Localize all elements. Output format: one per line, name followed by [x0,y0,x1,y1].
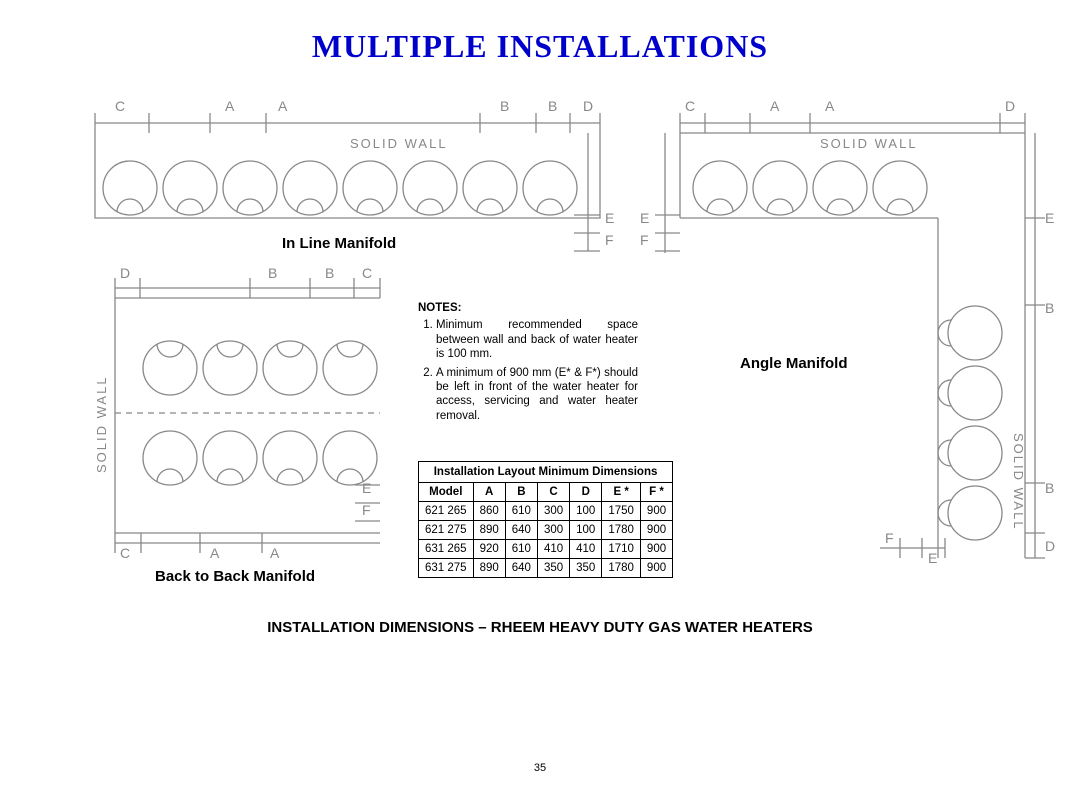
dimensions-table: Installation Layout Minimum Dimensions M… [418,461,673,578]
svg-text:A: A [270,545,280,561]
col-b: B [505,483,537,502]
svg-text:B: B [1045,480,1054,496]
svg-text:SOLID WALL: SOLID WALL [1011,433,1026,531]
col-e: E * [602,483,641,502]
table-row: 621 2658606103001001750900 [419,502,673,521]
col-c: C [537,483,569,502]
svg-text:SOLID WALL: SOLID WALL [820,136,918,151]
note-2: A minimum of 900 mm (E* & F*) should be … [436,366,638,424]
svg-text:B: B [325,265,334,281]
svg-text:B: B [500,98,509,114]
svg-text:A: A [225,98,235,114]
page-number: 35 [0,762,1080,774]
diagram-area: C A A B B D E F D B B C C A A E F C A A … [0,73,1080,613]
bottom-heading: INSTALLATION DIMENSIONS – RHEEM HEAVY DU… [0,619,1080,636]
caption-inline: In Line Manifold [282,235,396,252]
notes-heading: NOTES: [418,301,638,315]
col-a: A [473,483,505,502]
svg-text:F: F [605,232,614,248]
table-row: 621 2758906403001001780900 [419,521,673,540]
svg-text:D: D [1005,98,1015,114]
svg-text:E: E [640,210,649,226]
svg-text:D: D [583,98,593,114]
svg-text:B: B [1045,300,1054,316]
svg-text:SOLID WALL: SOLID WALL [350,136,448,151]
svg-text:C: C [685,98,695,114]
table-row: 631 2659206104104101710900 [419,540,673,559]
col-d: D [570,483,602,502]
svg-text:E: E [1045,210,1054,226]
page-title: MULTIPLE INSTALLATIONS [0,28,1080,65]
svg-text:E: E [362,480,371,496]
caption-angle: Angle Manifold [740,355,848,372]
svg-text:C: C [362,265,372,281]
svg-text:C: C [120,545,130,561]
notes-block: NOTES: Minimum recommended space between… [418,301,638,427]
svg-text:D: D [1045,538,1055,554]
svg-text:E: E [605,210,614,226]
svg-text:A: A [770,98,780,114]
svg-text:F: F [885,530,894,546]
table-title: Installation Layout Minimum Dimensions [419,462,673,483]
col-f: F * [640,483,672,502]
svg-text:F: F [362,502,371,518]
note-1: Minimum recommended space between wall a… [436,318,638,361]
svg-text:C: C [115,98,125,114]
table-row: 631 2758906403503501780900 [419,559,673,578]
svg-text:SOLID WALL: SOLID WALL [94,375,109,473]
svg-text:D: D [120,265,130,281]
svg-text:B: B [548,98,557,114]
svg-text:F: F [640,232,649,248]
svg-text:A: A [210,545,220,561]
col-model: Model [419,483,474,502]
svg-text:A: A [825,98,835,114]
caption-back: Back to Back Manifold [155,568,315,585]
svg-text:A: A [278,98,288,114]
svg-text:E: E [928,550,937,566]
svg-text:B: B [268,265,277,281]
